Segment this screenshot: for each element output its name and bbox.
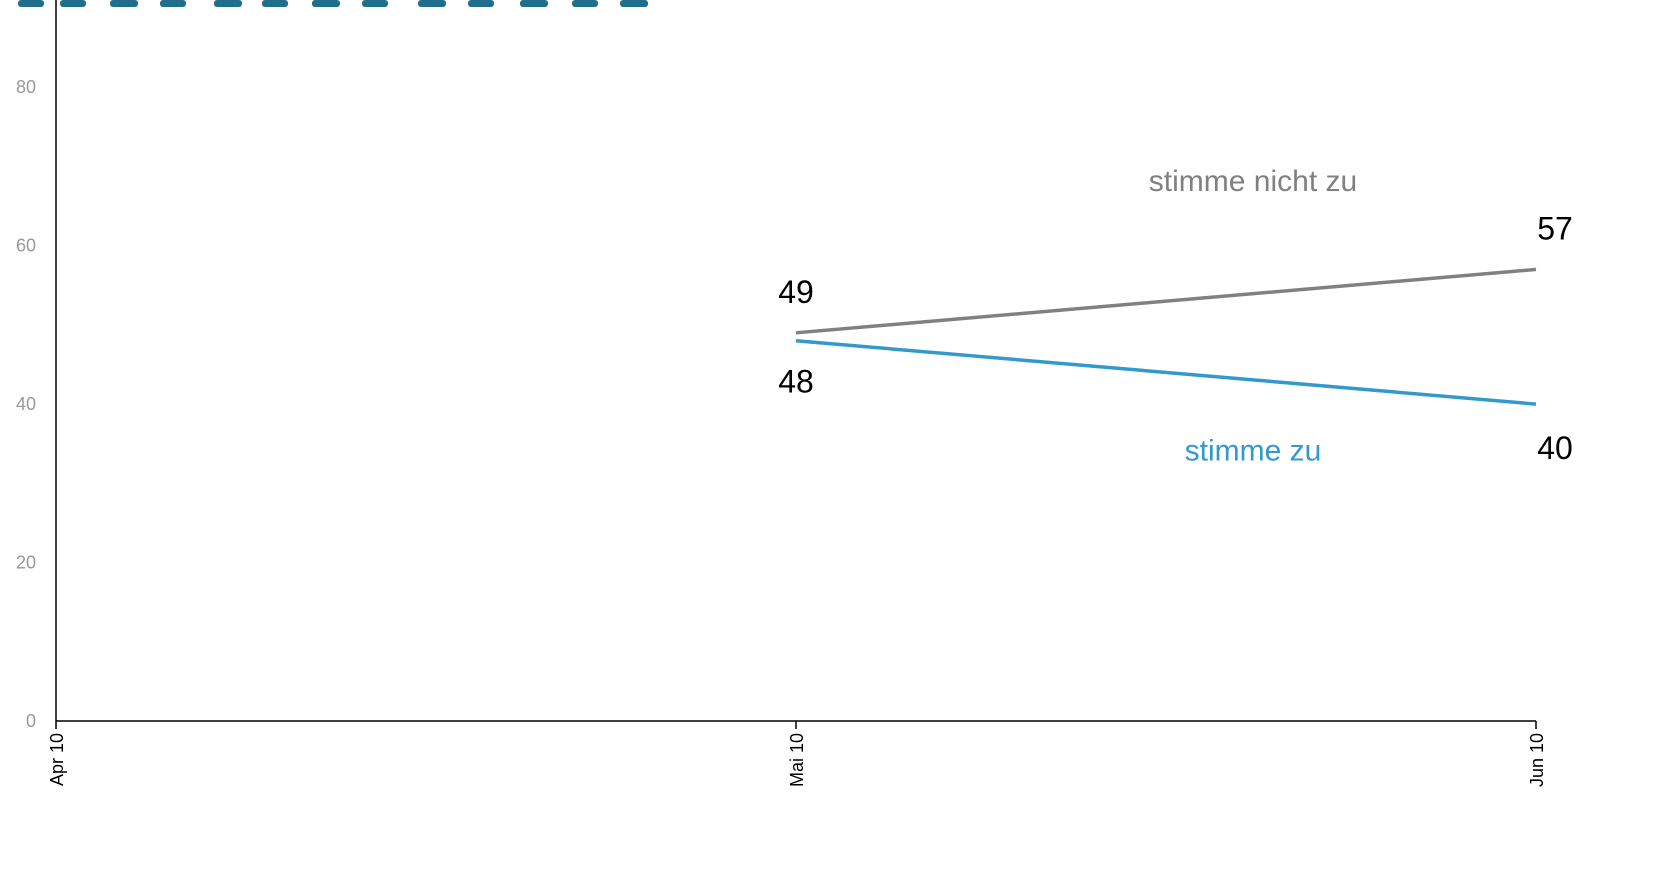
data-label: 57 (1537, 210, 1573, 246)
title-fragment (110, 0, 138, 7)
data-label: 48 (778, 364, 814, 400)
data-label: 49 (778, 274, 814, 310)
x-tick-label: Jun 10 (1527, 733, 1547, 787)
title-fragment (160, 0, 186, 7)
series-line-agree (795, 338, 1537, 406)
title-fragment (262, 0, 288, 7)
y-tick-label: 60 (16, 236, 36, 256)
title-fragment (520, 0, 548, 7)
value-labels: 49 57 48 40 (778, 210, 1573, 466)
x-tick-label: Mai 10 (787, 733, 807, 787)
title-fragment (18, 0, 44, 7)
series-name-label: stimme zu (1185, 434, 1322, 467)
title-fragment (572, 0, 598, 7)
title-fragment (214, 0, 242, 7)
y-tick-label: 80 (16, 77, 36, 97)
y-tick-label: 40 (16, 394, 36, 414)
y-tick-label: 0 (26, 711, 36, 731)
x-axis: Apr 10 Mai 10 Jun 10 (47, 720, 1547, 787)
title-fragment (418, 0, 446, 7)
x-tick-label: Apr 10 (47, 733, 67, 786)
y-tick-label: 20 (16, 553, 36, 573)
data-label: 40 (1537, 430, 1573, 466)
title-fragment (312, 0, 340, 7)
title-fragment (468, 0, 494, 7)
title-fragment (60, 0, 86, 7)
series-names: stimme nicht zu stimme zu (1149, 165, 1357, 467)
y-axis: 0 20 40 60 80 (16, 0, 57, 731)
title-fragment (620, 0, 648, 7)
series-lines (795, 267, 1537, 406)
series-name-label: stimme nicht zu (1149, 165, 1357, 198)
chart-title-partial (18, 0, 648, 7)
title-fragment (362, 0, 388, 7)
series-line-disagree (795, 267, 1537, 335)
